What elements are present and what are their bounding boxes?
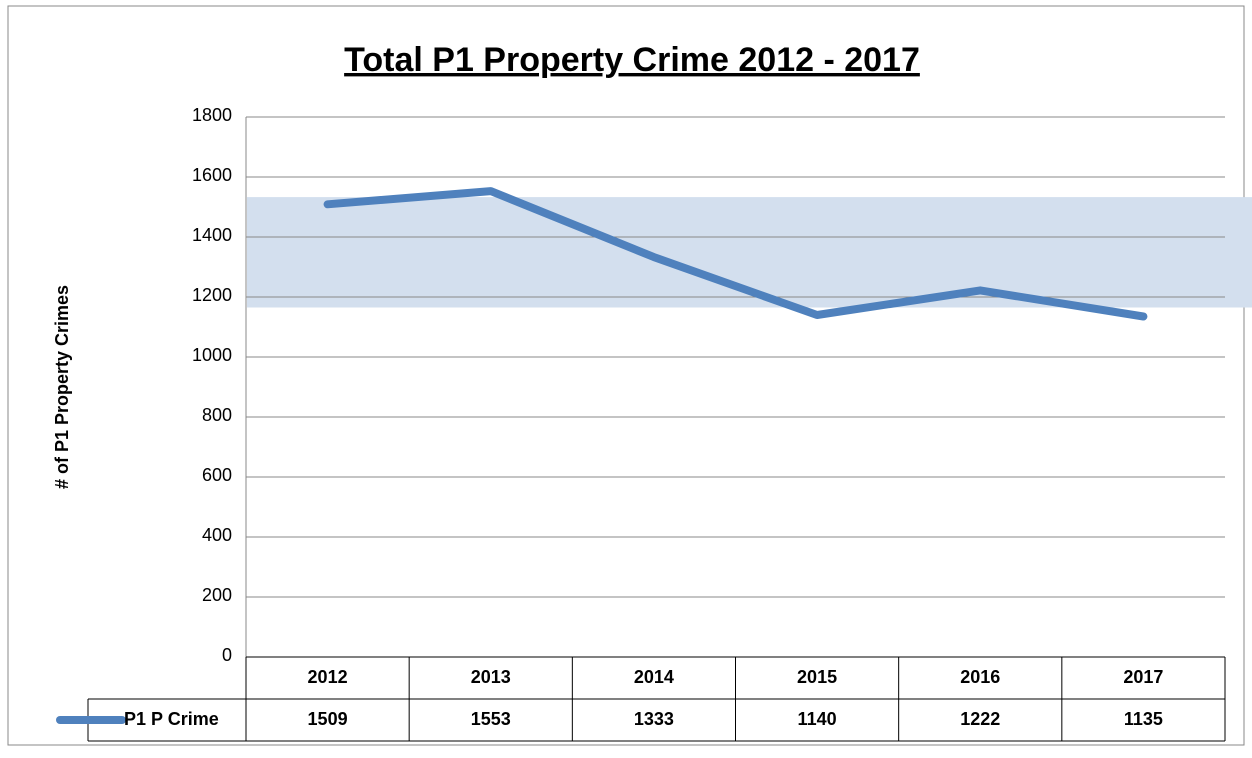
y-tick-label: 600 xyxy=(202,465,232,485)
y-tick-label: 200 xyxy=(202,585,232,605)
table-value: 1135 xyxy=(1124,709,1163,729)
chart-title: Total P1 Property Crime 2012 - 2017 xyxy=(344,41,920,79)
table-value: 1140 xyxy=(798,709,837,729)
y-tick-label: 1800 xyxy=(192,105,232,125)
y-tick-label: 800 xyxy=(202,405,232,425)
y-tick-label: 1600 xyxy=(192,165,232,185)
x-tick-label: 2017 xyxy=(1123,667,1163,687)
table-value: 1553 xyxy=(471,709,511,729)
table-value: 1509 xyxy=(308,709,348,729)
y-tick-label: 400 xyxy=(202,525,232,545)
y-axis-label: # of P1 Property Crimes xyxy=(52,285,72,489)
y-tick-label: 1000 xyxy=(192,345,232,365)
y-tick-label: 1200 xyxy=(192,285,232,305)
x-tick-label: 2015 xyxy=(797,667,837,687)
y-tick-label: 0 xyxy=(222,645,232,665)
chart-frame xyxy=(7,5,1245,746)
legend-label: P1 P Crime xyxy=(124,709,219,729)
x-tick-label: 2014 xyxy=(634,667,674,687)
y-tick-label: 1400 xyxy=(192,225,232,245)
table-value: 1222 xyxy=(960,709,1000,729)
x-tick-label: 2013 xyxy=(471,667,511,687)
table-value: 1333 xyxy=(634,709,674,729)
data-line xyxy=(323,187,1148,321)
x-tick-label: 2016 xyxy=(960,667,1000,687)
x-tick-label: 2012 xyxy=(308,667,348,687)
